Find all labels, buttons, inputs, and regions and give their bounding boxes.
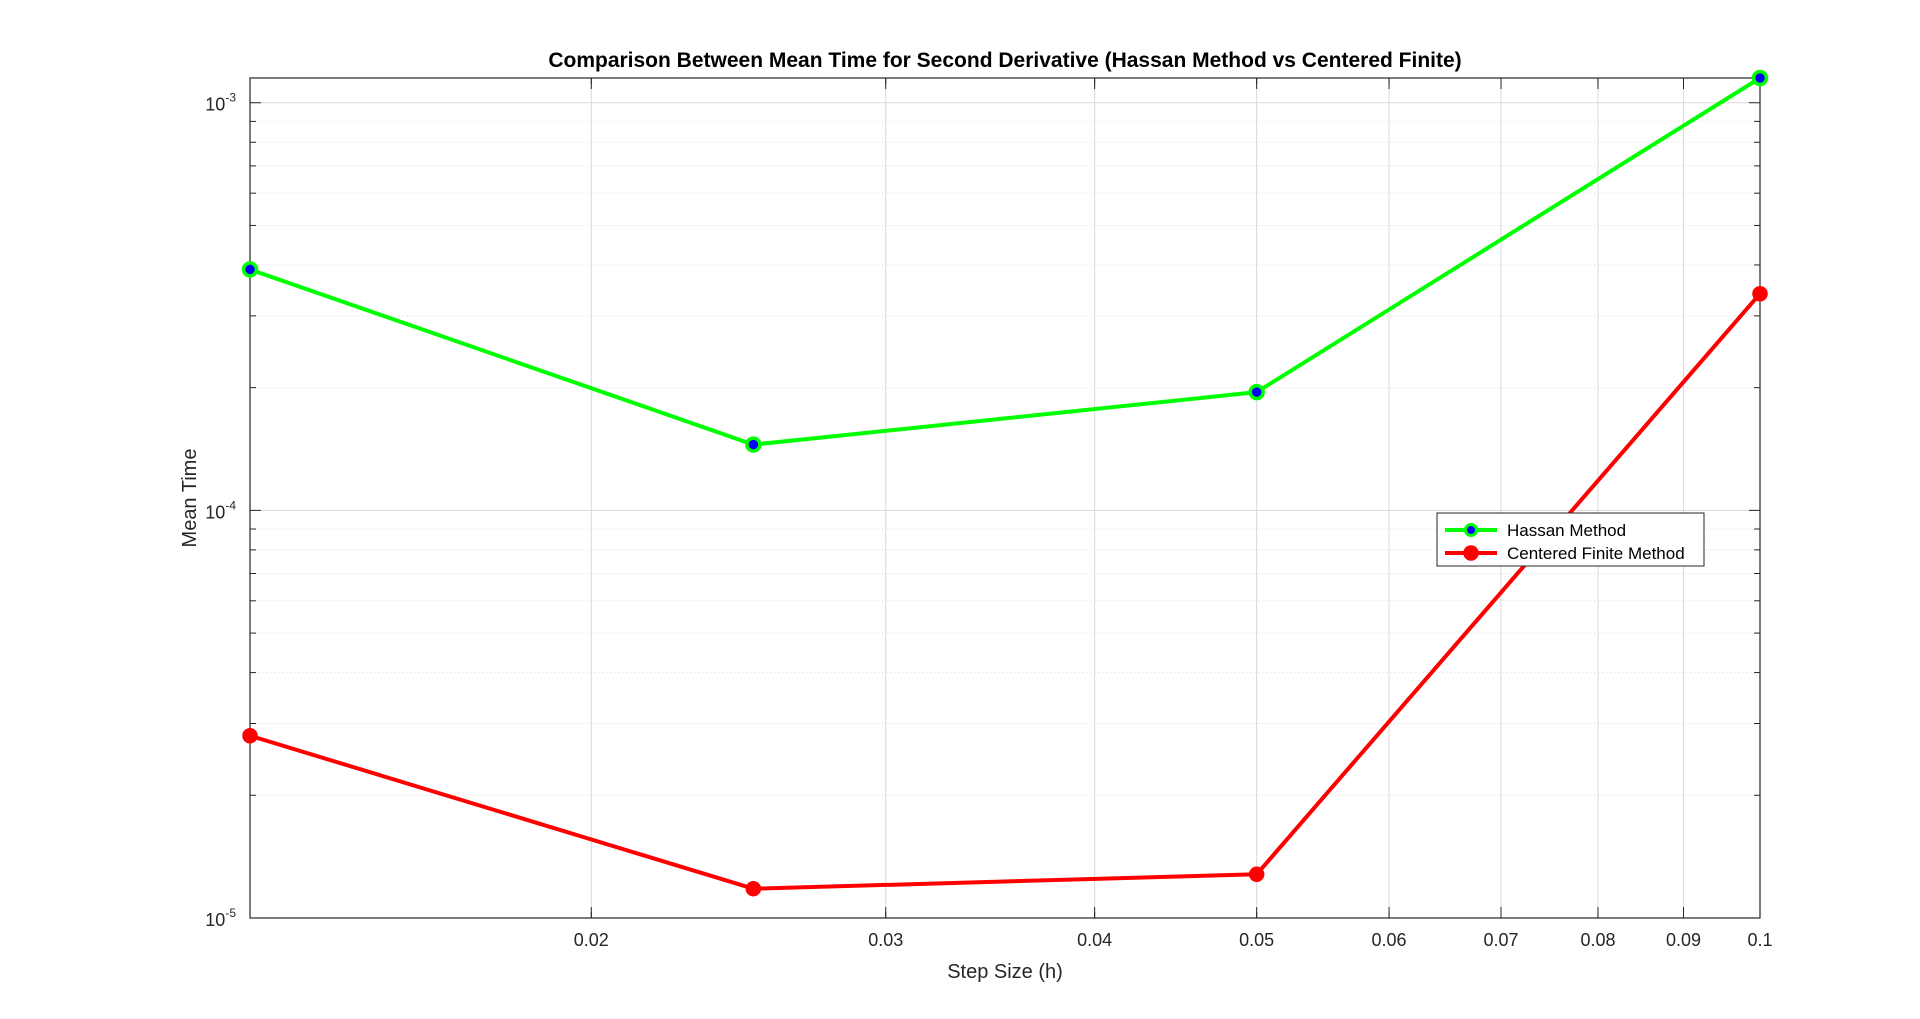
chart-title: Comparison Between Mean Time for Second … — [548, 49, 1461, 72]
x-tick-label: 0.03 — [868, 930, 903, 950]
data-point — [1751, 69, 1769, 87]
x-tick-label: 0.05 — [1239, 930, 1274, 950]
x-tick-label: 0.07 — [1483, 930, 1518, 950]
data-point — [1248, 866, 1265, 883]
series-line — [249, 76, 1762, 447]
plot-frame — [249, 77, 1761, 919]
y-tick-label: 10-4 — [205, 498, 236, 522]
legend-swatch-marker — [1463, 545, 1479, 561]
data-point — [745, 436, 762, 453]
data-point — [745, 880, 762, 897]
x-tick-label: 0.1 — [1747, 930, 1772, 950]
y-tick-label: 10-3 — [205, 91, 236, 115]
legend-entry-label: Centered Finite Method — [1507, 544, 1685, 563]
x-tick-label: 0.04 — [1077, 930, 1112, 950]
legend-swatch-marker — [1464, 523, 1478, 537]
series-lines — [241, 69, 1769, 897]
x-tick-labels: 0.02 0.03 0.04 0.05 0.06 0.07 0.08 0.09 0.1 — [574, 930, 1773, 950]
data-point — [242, 727, 258, 744]
legend[interactable]: Hassan Method Centered Finite Method — [1436, 512, 1705, 567]
y-tick-labels: 10-5 10-4 10-3 — [205, 91, 236, 930]
plot-area — [250, 78, 1760, 918]
data-point — [1752, 285, 1768, 302]
data-point — [241, 261, 259, 278]
x-tick-label: 0.09 — [1666, 930, 1701, 950]
legend-entry-label: Hassan Method — [1507, 521, 1626, 540]
legend-box — [1436, 512, 1705, 567]
y-axis-label: Mean Time — [179, 449, 201, 548]
x-tick-label: 0.08 — [1580, 930, 1615, 950]
legend-items: Hassan Method Centered Finite Method — [1445, 521, 1685, 563]
series-line — [249, 292, 1762, 891]
data-point — [1248, 383, 1265, 401]
x-axis-label: Step Size (h) — [947, 961, 1063, 983]
y-tick-label: 10-5 — [205, 906, 236, 930]
x-tick-label: 0.02 — [574, 930, 609, 950]
x-tick-label: 0.06 — [1372, 930, 1407, 950]
